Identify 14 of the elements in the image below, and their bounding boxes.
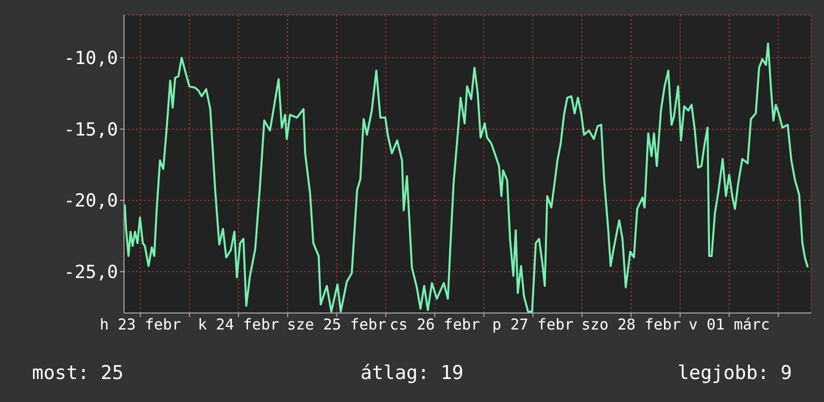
text: legjobb: 9	[678, 362, 792, 384]
x-tick-label: cs 26 febr	[390, 316, 480, 334]
x-tick-label: sze 25 febr	[286, 316, 386, 334]
x-tick-label: k 24 febr	[198, 316, 280, 334]
y-tick-label: -25,0	[64, 262, 118, 284]
x-tick-label: p 27 febr	[492, 316, 574, 334]
text: átlag: 19	[360, 362, 464, 384]
y-tick-label: -15,0	[64, 119, 118, 140]
y-tick-label: -10,0	[64, 48, 118, 70]
x-tick-label: szo 28 febr	[581, 316, 681, 334]
x-tick-label: h 23 febr	[100, 316, 181, 334]
x-tick-label: v 01 márc	[688, 316, 770, 334]
text: most: 25	[32, 362, 124, 384]
y-tick-label: -20,0	[64, 190, 118, 212]
